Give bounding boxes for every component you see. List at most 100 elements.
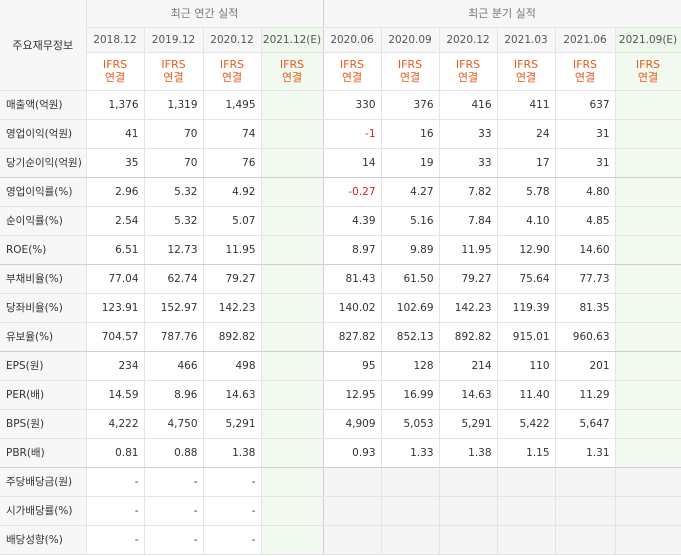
value-cell: 5,291 [203,409,262,439]
table-row: 영업이익(억원) 41 70 74 -1 16 33 24 31 [0,119,681,149]
value-cell: 5.78 [497,177,556,207]
value-cell: 75.64 [497,264,556,294]
value-cell [261,264,324,294]
value-cell [615,438,681,468]
value-cell: 11.95 [203,235,262,265]
value-cell: 35 [86,148,145,178]
row-label: 유보율(%) [0,322,87,352]
value-cell: 14.63 [439,380,498,410]
value-cell: 892.82 [203,322,262,352]
accounting-basis-label: IFRS 연결 [86,52,145,91]
value-cell: 74 [203,119,262,149]
accounting-basis-label: IFRS 연결 [381,52,440,91]
value-cell: 1,495 [203,90,262,120]
row-label: EPS(원) [0,351,87,381]
value-cell: 201 [555,351,616,381]
row-label: 당기순이익(억원) [0,148,87,178]
basis-standard: IFRS [279,58,305,71]
value-cell: 95 [323,351,382,381]
value-cell [261,409,324,439]
value-cell: 960.63 [555,322,616,352]
value-cell: 1,376 [86,90,145,120]
value-cell: 7.84 [439,206,498,236]
value-cell: 4.10 [497,206,556,236]
accounting-basis-label: IFRS 연결 [497,52,556,91]
row-label: ROE(%) [0,235,87,265]
period-header: 2020.09 [381,27,440,53]
value-cell: 1.38 [203,438,262,468]
value-cell: 31 [555,119,616,149]
value-cell [323,496,382,526]
period-header: 2021.03 [497,27,556,53]
basis-scope: 연결 [163,71,184,84]
value-cell [615,496,681,526]
value-cell [261,148,324,178]
value-cell: 14 [323,148,382,178]
value-cell: 142.23 [439,293,498,323]
value-cell: 41 [86,119,145,149]
row-label: BPS(원) [0,409,87,439]
value-cell: 5.07 [203,206,262,236]
value-cell: - [86,467,145,497]
value-cell: 62.74 [144,264,204,294]
table-row: 순이익률(%) 2.54 5.32 5.07 4.39 5.16 7.84 4.10 4.85 [0,206,681,236]
value-cell: 1.33 [381,438,440,468]
value-cell: 4,222 [86,409,145,439]
basis-scope: 연결 [515,71,537,84]
value-cell: 5,647 [555,409,616,439]
row-label: 매출액(억원) [0,90,87,120]
value-cell: 12.90 [497,235,556,265]
value-cell: 76 [203,148,262,178]
accounting-basis-label: IFRS 연결 [203,52,262,91]
value-cell: - [86,525,145,555]
value-cell: 11.95 [439,235,498,265]
value-cell: 110 [497,351,556,381]
table-row: PER(배) 14.59 8.96 14.63 12.95 16.99 14.63 11.40… [0,380,681,410]
period-header: 2020.12 [203,27,262,53]
value-cell: 214 [439,351,498,381]
value-cell [439,467,498,497]
value-cell [439,496,498,526]
value-cell [261,90,324,120]
value-cell [261,206,324,236]
value-cell [615,409,681,439]
basis-standard: IFRS [161,58,186,71]
value-cell [615,177,681,207]
value-cell: 70 [144,148,204,178]
row-label: 시가배당률(%) [0,496,87,526]
period-header: 2019.12 [144,27,204,53]
value-cell: 1.38 [439,438,498,468]
value-cell: 12.95 [323,380,382,410]
value-cell: 2.96 [86,177,145,207]
value-cell: 8.97 [323,235,382,265]
value-cell [261,177,324,207]
value-cell: 1,319 [144,90,204,120]
value-cell: 4,750 [144,409,204,439]
value-cell: 5,422 [497,409,556,439]
value-cell: 2.54 [86,206,145,236]
value-cell: 915.01 [497,322,556,352]
basis-scope: 연결 [281,71,303,84]
value-cell [555,467,616,497]
basis-standard: IFRS [102,58,128,71]
value-cell: 1.15 [497,438,556,468]
value-cell: 61.50 [381,264,440,294]
value-cell: 123.91 [86,293,145,323]
basis-scope: 연결 [399,71,421,84]
row-label: 순이익률(%) [0,206,87,236]
value-cell: - [203,525,262,555]
basis-standard: IFRS [513,58,539,71]
value-cell: 19 [381,148,440,178]
value-cell [555,496,616,526]
row-label: 부채비율(%) [0,264,87,294]
value-cell: 14.63 [203,380,262,410]
table-row: EPS(원) 234 466 498 95 128 214 110 201 [0,351,681,381]
value-cell [261,467,324,497]
value-cell [615,467,681,497]
value-cell: - [144,525,204,555]
value-cell: 142.23 [203,293,262,323]
value-cell [615,148,681,178]
value-cell: 0.81 [86,438,145,468]
value-cell: 33 [439,119,498,149]
